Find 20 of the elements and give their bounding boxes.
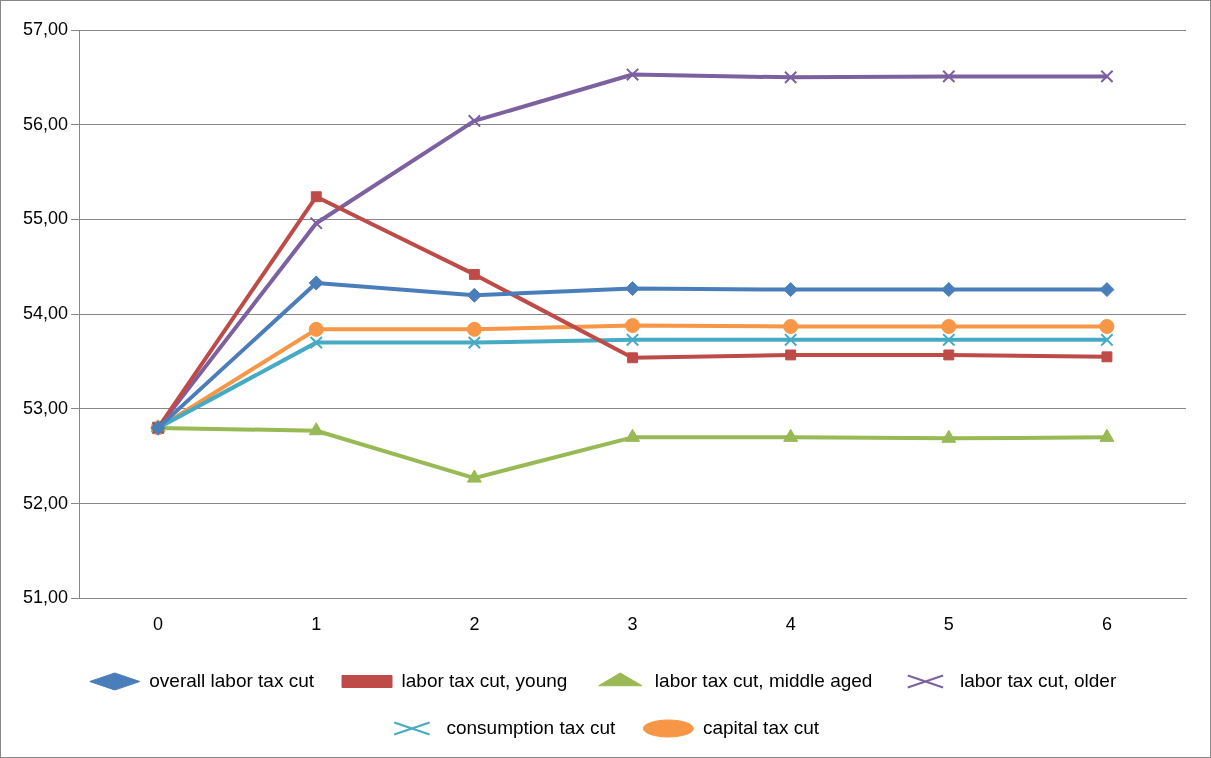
legend-label: labor tax cut, young bbox=[401, 669, 568, 691]
y-tick-label: 56,00 bbox=[23, 113, 69, 134]
x-tick-label: 3 bbox=[627, 614, 638, 635]
legend-label: labor tax cut, older bbox=[959, 669, 1117, 691]
x-tick-label: 5 bbox=[943, 614, 954, 635]
x-tick-label: 6 bbox=[1101, 614, 1112, 635]
y-tick-label: 54,00 bbox=[23, 303, 69, 324]
legend-label: consumption tax cut bbox=[446, 716, 617, 738]
y-tick-label: 57,00 bbox=[23, 18, 69, 39]
y-tick-label: 53,00 bbox=[23, 397, 69, 418]
legend-label: overall labor tax cut bbox=[149, 669, 315, 691]
x-tick-label: 1 bbox=[311, 614, 322, 635]
y-tick-label: 51,00 bbox=[23, 587, 69, 608]
y-tick-label: 55,00 bbox=[23, 208, 69, 229]
x-tick-label: 2 bbox=[469, 614, 480, 635]
legend-label: capital tax cut bbox=[702, 716, 820, 738]
x-tick-label: 4 bbox=[785, 614, 796, 635]
x-tick-label: 0 bbox=[153, 614, 164, 635]
legend-label: labor tax cut, middle aged bbox=[654, 669, 873, 691]
y-tick-label: 52,00 bbox=[23, 492, 69, 513]
